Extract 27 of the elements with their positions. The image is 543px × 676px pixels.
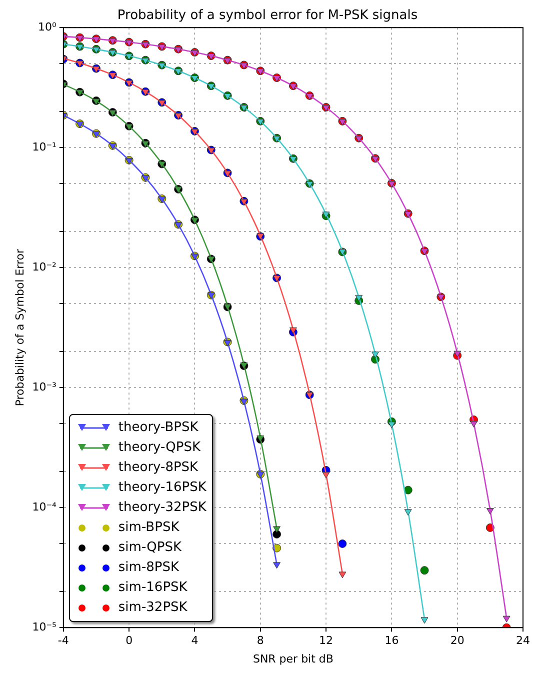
y-tick-label: 10⁻⁴ [32, 500, 57, 514]
y-axis-title: Probability of a Symbol Error [13, 248, 26, 406]
x-tick-label: 20 [450, 634, 464, 648]
y-tick-label: 10⁻¹ [32, 140, 56, 154]
legend-label: theory-BPSK [118, 419, 198, 438]
x-axis-title: SNR per bit dB [252, 652, 334, 666]
legend-label: theory-16PSK [118, 479, 206, 498]
y-tick-label: 10⁻⁵ [32, 620, 56, 634]
x-tick-label: 4 [191, 634, 198, 648]
x-tick-label: 24 [516, 634, 530, 648]
legend-label: sim-16PSK [118, 579, 188, 598]
legend-label: theory-8PSK [118, 459, 198, 478]
y-tick-label: 10⁻² [32, 260, 56, 274]
legend-label: theory-32PSK [118, 499, 206, 518]
legend-label: sim-8PSK [118, 559, 180, 578]
x-tick-label: 12 [319, 634, 334, 648]
legend-label: sim-32PSK [118, 599, 188, 618]
x-tick-label: 8 [256, 634, 264, 648]
y-tick-label: 10⁻³ [32, 380, 56, 394]
chart-title: Probability of a symbol error for M-PSK signals [117, 8, 418, 24]
x-tick-label: -4 [58, 634, 69, 648]
y-tick-label: 10⁰ [38, 20, 57, 34]
legend-label: sim-BPSK [118, 519, 180, 538]
x-tick-label: 16 [384, 634, 399, 648]
legend-label: sim-QPSK [118, 539, 182, 558]
x-tick-label: 0 [126, 634, 133, 648]
legend-label: theory-QPSK [118, 439, 201, 458]
